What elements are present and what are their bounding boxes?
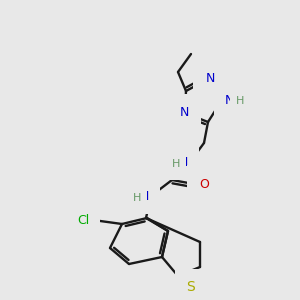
- Text: H: H: [133, 193, 141, 203]
- Text: H: H: [236, 96, 244, 106]
- Text: N: N: [178, 155, 188, 169]
- Text: S: S: [186, 280, 195, 294]
- Text: N: N: [140, 190, 149, 202]
- Text: O: O: [199, 178, 209, 190]
- Text: Cl: Cl: [78, 214, 90, 226]
- Text: H: H: [172, 159, 180, 169]
- Text: N: N: [179, 106, 189, 119]
- Text: N: N: [225, 94, 234, 106]
- Text: N: N: [205, 71, 215, 85]
